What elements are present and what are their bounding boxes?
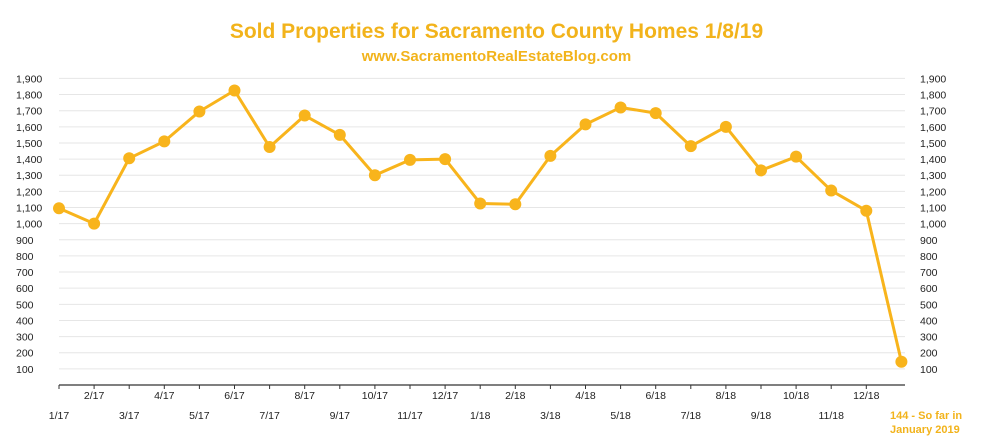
x-tick-label: 2/18 <box>505 390 526 402</box>
x-tick-label: 12/17 <box>432 390 458 402</box>
y-tick-label-right: 900 <box>920 235 938 247</box>
x-tick-label: 3/17 <box>119 410 140 422</box>
data-point <box>579 118 592 131</box>
y-tick-label-right: 500 <box>920 299 938 311</box>
x-tick-label: 10/18 <box>783 390 809 402</box>
y-tick-label-right: 400 <box>920 315 938 327</box>
x-tick-label: 8/18 <box>716 390 737 402</box>
data-point <box>368 169 381 182</box>
y-tick-label-left: 400 <box>16 315 34 327</box>
data-point <box>895 355 908 368</box>
y-tick-label-left: 1,400 <box>16 154 42 166</box>
y-tick-label-right: 600 <box>920 283 938 295</box>
y-tick-label-right: 200 <box>920 348 938 360</box>
data-point <box>544 149 557 162</box>
data-point <box>474 197 487 210</box>
y-axis-left: 1,900 1,800 1,700 1,600 1,500 1,400 1,300 1,200… <box>16 73 42 375</box>
x-tick-label: 9/18 <box>751 410 772 422</box>
annotation: 144 - So far in January 2019 <box>890 410 962 436</box>
x-tick-label: 5/17 <box>189 410 210 422</box>
y-tick-label-left: 1,100 <box>16 203 42 215</box>
y-tick-label-left: 1,700 <box>16 106 42 118</box>
x-tick-label: 1/18 <box>470 410 491 422</box>
data-point <box>614 101 627 114</box>
y-tick-label-left: 1,800 <box>16 90 42 102</box>
y-tick-label-right: 800 <box>920 251 938 263</box>
x-tick-label: 8/17 <box>294 390 315 402</box>
x-tick-label: 7/17 <box>259 410 280 422</box>
y-tick-label-right: 1,200 <box>920 186 946 198</box>
data-point <box>298 109 311 122</box>
y-tick-label-right: 1,600 <box>920 122 946 134</box>
data-point <box>649 107 662 120</box>
y-tick-label-left: 1,200 <box>16 186 42 198</box>
data-point <box>509 198 522 211</box>
y-tick-label-right: 1,700 <box>920 106 946 118</box>
y-tick-label-right: 1,300 <box>920 170 946 182</box>
y-tick-label-left: 1,000 <box>16 219 42 231</box>
chart-title: Sold Properties for Sacramento County Ho… <box>229 20 764 43</box>
data-point <box>860 204 873 217</box>
y-tick-label-left: 1,600 <box>16 122 42 134</box>
x-tick-label: 7/18 <box>681 410 702 422</box>
y-axis-right: 1,900 1,800 1,700 1,600 1,500 1,400 1,300 1,200… <box>920 73 946 375</box>
y-tick-label-right: 1,500 <box>920 138 946 150</box>
data-point <box>53 202 65 215</box>
y-tick-label-left: 1,900 <box>16 73 42 85</box>
data-point <box>193 105 206 118</box>
y-tick-label-left: 1,300 <box>16 170 42 182</box>
data-point <box>684 140 697 153</box>
y-tick-label-right: 1,900 <box>920 73 946 85</box>
y-tick-label-left: 100 <box>16 364 34 376</box>
y-tick-label-left: 800 <box>16 251 34 263</box>
x-tick-label: 11/17 <box>397 410 423 422</box>
x-tick-label: 4/17 <box>154 390 175 402</box>
y-tick-label-left: 900 <box>16 235 34 247</box>
y-tick-label-right: 1,000 <box>920 219 946 231</box>
y-tick-label-left: 500 <box>16 299 34 311</box>
x-tick-label: 5/18 <box>610 410 631 422</box>
data-point <box>333 128 346 141</box>
data-point <box>123 152 136 165</box>
x-tick-label: 9/17 <box>330 410 351 422</box>
data-point <box>825 184 838 197</box>
y-tick-label-right: 1,100 <box>920 203 946 215</box>
x-tick-label: 2/17 <box>84 390 105 402</box>
x-tick-label: 3/18 <box>540 410 561 422</box>
y-tick-label-right: 1,800 <box>920 90 946 102</box>
x-tick-label: 10/17 <box>362 390 388 402</box>
data-point <box>790 150 803 163</box>
annotation-line: 144 - So far in <box>890 410 962 422</box>
y-tick-label-right: 1,400 <box>920 154 946 166</box>
x-tick-label: 11/18 <box>818 410 844 422</box>
y-tick-label-left: 700 <box>16 267 34 279</box>
annotation-line: January 2019 <box>890 424 960 436</box>
x-tick-label: 1/17 <box>49 410 70 422</box>
y-tick-label-right: 700 <box>920 267 938 279</box>
data-point <box>263 140 276 153</box>
series-line <box>58 89 903 363</box>
data-point <box>439 153 452 166</box>
y-tick-label-right: 300 <box>920 332 938 344</box>
x-tick-label: 6/17 <box>224 390 245 402</box>
y-tick-label-left: 600 <box>16 283 34 295</box>
y-tick-label-left: 200 <box>16 348 34 360</box>
data-points <box>53 84 908 368</box>
data-point <box>228 84 241 97</box>
x-tick-label: 12/18 <box>853 390 879 402</box>
y-tick-label-left: 300 <box>16 332 34 344</box>
x-axis-labels: 1/17 2/17 3/17 4/17 5/17 6/17 7/17 8/17 9/17 10/1… <box>49 385 880 422</box>
y-tick-label-left: 1,500 <box>16 138 42 150</box>
data-point <box>158 135 171 148</box>
data-point <box>88 217 101 230</box>
data-point <box>755 164 767 177</box>
chart-subtitle: www.SacramentoRealEstateBlog.com <box>361 48 632 65</box>
y-tick-label-right: 100 <box>920 364 938 376</box>
x-tick-label: 4/18 <box>575 390 596 402</box>
data-point <box>719 120 732 133</box>
data-point <box>404 153 416 166</box>
x-tick-label: 6/18 <box>645 390 666 402</box>
